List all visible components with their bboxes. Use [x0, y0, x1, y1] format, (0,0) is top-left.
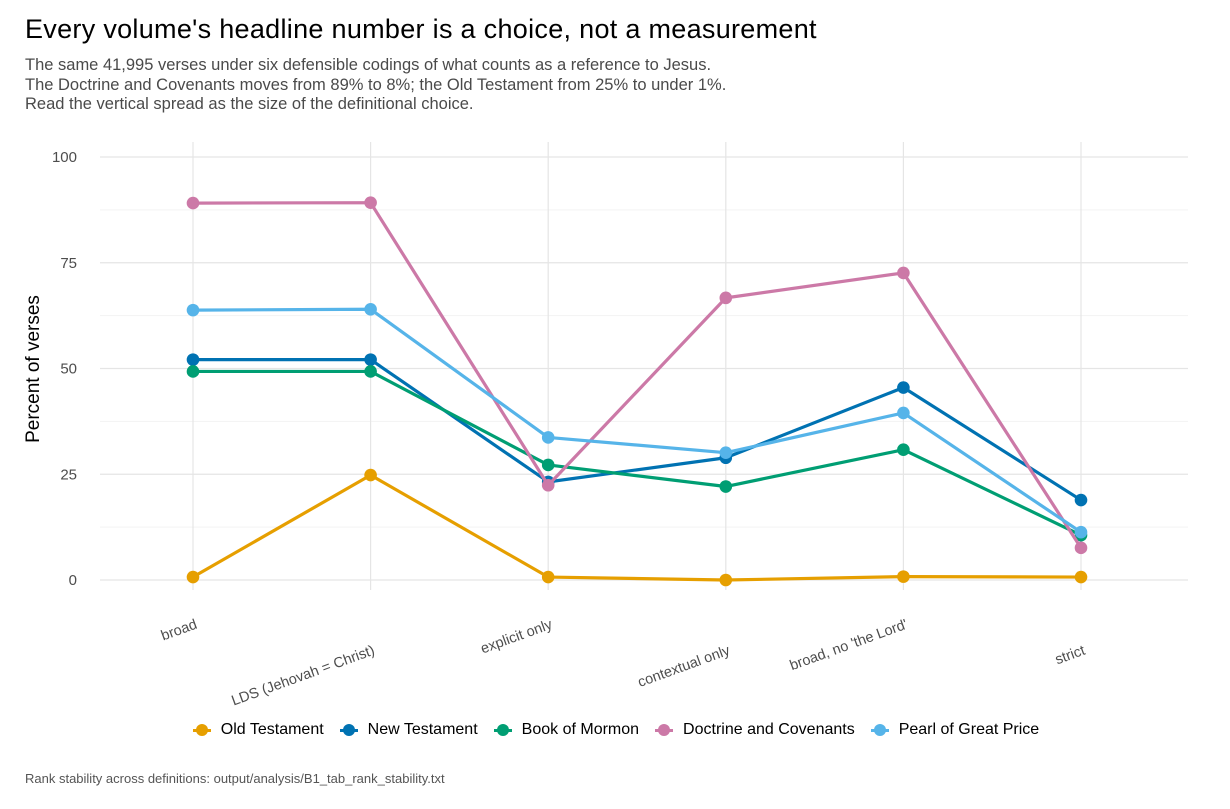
- chart-subtitle: The same 41,995 verses under six defensi…: [25, 56, 726, 115]
- x-tick-label: contextual only: [636, 642, 733, 690]
- data-point: [1074, 541, 1088, 555]
- subtitle-line: The same 41,995 verses under six defensi…: [25, 56, 712, 74]
- data-point: [897, 570, 910, 583]
- series-pearl-of-great-price: [186, 302, 1088, 539]
- data-point: [719, 446, 733, 459]
- line-chart: 0 25 50 75 100 broad LDS (Jehovah = Christ) ex…: [23, 142, 1188, 709]
- y-tick-label: 25: [60, 466, 77, 483]
- data-point: [897, 406, 910, 420]
- legend-label: Pearl of Great Price: [898, 721, 1040, 738]
- data-point: [186, 365, 200, 378]
- legend-label: Book of Mormon: [521, 721, 640, 738]
- series-line: [191, 369, 1083, 537]
- legend-item: Book of Mormon: [492, 721, 639, 739]
- series-old-testament: [186, 468, 1088, 587]
- legend-item: Pearl of Great Price: [869, 721, 1040, 739]
- series-layer: [186, 196, 1088, 587]
- data-point: [897, 381, 910, 394]
- legend-item: New Testament: [338, 721, 478, 739]
- subtitle-line: The Doctrine and Covenants moves from 89…: [25, 75, 727, 94]
- data-point: [364, 196, 377, 209]
- series-line: [191, 473, 1083, 582]
- grid-layer: [100, 142, 1188, 590]
- legend-key: [191, 723, 213, 737]
- data-point: [186, 353, 200, 366]
- data-point: [1074, 570, 1088, 584]
- y-tick-label: 100: [52, 149, 77, 166]
- data-point: [897, 443, 910, 457]
- series-line: [191, 358, 1083, 502]
- chart-title: Every volume's headline number is a choi…: [25, 14, 817, 44]
- legend-key: [653, 723, 675, 737]
- data-point: [186, 303, 200, 317]
- legend-label: New Testament: [367, 721, 478, 738]
- x-tick-label: explicit only: [479, 616, 556, 657]
- data-point: [364, 365, 377, 378]
- subtitle-line: Read the vertical spread as the size of …: [25, 95, 474, 113]
- y-tick-label: 0: [69, 572, 77, 589]
- x-tick-label: strict: [1053, 643, 1087, 669]
- legend-label: Doctrine and Covenants: [683, 721, 855, 738]
- x-tick-label: LDS (Jehovah = Christ): [229, 643, 376, 710]
- data-point: [541, 431, 555, 444]
- data-point: [1074, 493, 1088, 507]
- series-line: [191, 307, 1083, 534]
- data-point: [719, 291, 733, 305]
- chart-legend: Old Testament New Testament Book of Mormon…: [0, 721, 1230, 739]
- data-point: [364, 302, 377, 316]
- legend-item: Doctrine and Covenants: [653, 721, 855, 739]
- y-axis-ticks: 0 25 50 75 100: [52, 149, 77, 589]
- data-point: [364, 468, 377, 482]
- chart-caption: Rank stability across definitions: outpu…: [25, 771, 445, 786]
- series-doctrine-and-covenants: [186, 196, 1088, 555]
- y-axis-label: Percent of verses: [23, 295, 44, 443]
- data-point: [186, 570, 200, 584]
- legend-label: Old Testament: [220, 721, 324, 738]
- series-line: [191, 201, 1083, 550]
- x-axis-ticks: broad LDS (Jehovah = Christ) explicit only…: [159, 616, 1087, 709]
- x-tick-label: broad: [159, 617, 199, 645]
- legend-key: [492, 723, 514, 737]
- y-tick-label: 50: [60, 361, 77, 378]
- x-tick-label: broad, no 'the Lord': [788, 617, 910, 675]
- data-point: [719, 573, 733, 587]
- legend-key: [338, 723, 360, 737]
- y-tick-label: 75: [60, 255, 77, 272]
- legend-key: [869, 723, 891, 737]
- data-point: [541, 570, 555, 584]
- data-point: [186, 196, 200, 210]
- data-point: [541, 478, 555, 492]
- series-new-testament: [186, 353, 1088, 507]
- legend-item: Old Testament: [191, 721, 324, 739]
- data-point: [541, 458, 555, 472]
- data-point: [364, 353, 377, 366]
- data-point: [1074, 525, 1088, 539]
- data-point: [719, 480, 733, 493]
- data-point: [897, 266, 910, 280]
